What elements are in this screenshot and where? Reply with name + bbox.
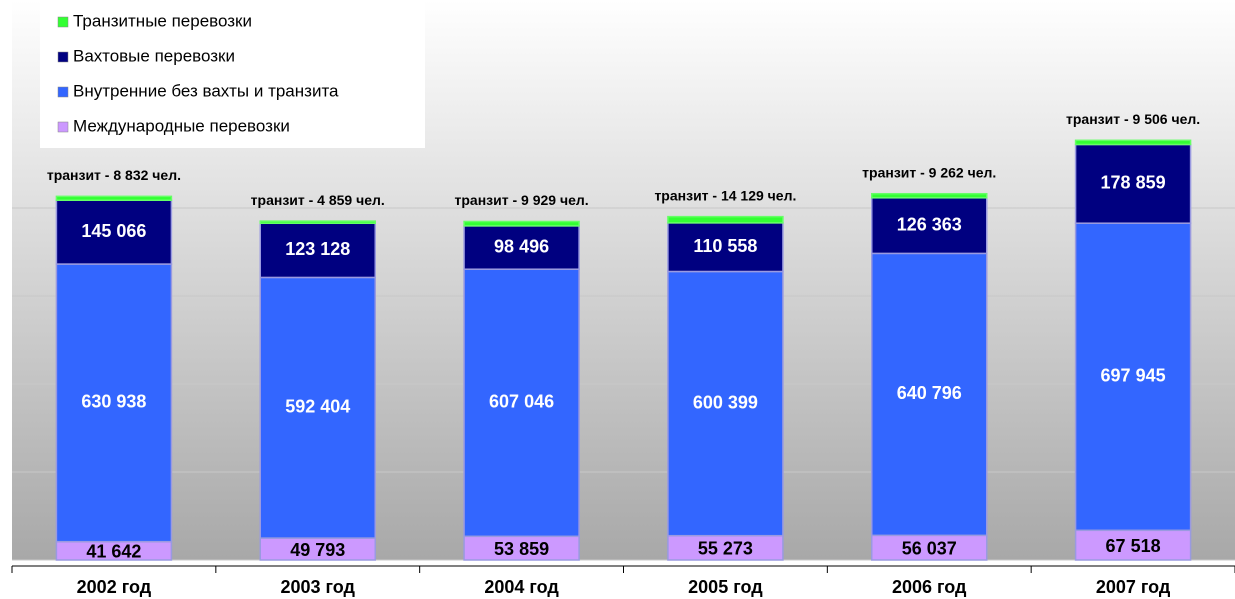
value-label: 49 793 <box>290 540 345 560</box>
bar-segment <box>667 270 784 537</box>
value-label: 600 399 <box>693 392 758 412</box>
value-label: транзит - 9 929 чел. <box>455 192 589 208</box>
value-label: 56 037 <box>902 538 957 558</box>
value-label: 98 496 <box>494 236 549 256</box>
bar-segment <box>463 220 580 227</box>
x-tick-label: 2003 год <box>281 577 356 597</box>
legend-label: Транзитные перевозки <box>73 11 252 30</box>
value-label: 110 558 <box>693 236 757 256</box>
bar-segment <box>55 199 173 265</box>
value-label: 592 404 <box>285 397 350 417</box>
value-label: 607 046 <box>489 392 554 412</box>
value-label: транзит - 9 506 чел. <box>1066 111 1200 127</box>
legend-label: Международные перевозки <box>73 116 290 135</box>
bar-segment <box>1074 139 1192 146</box>
value-label: транзит - 14 129 чел. <box>654 187 796 203</box>
bar-segment <box>463 268 580 538</box>
bar-segment <box>1074 529 1192 561</box>
bar-segment <box>871 192 988 199</box>
bar-segment <box>667 215 784 224</box>
value-label: 640 796 <box>897 383 962 403</box>
bar-segment <box>1074 143 1192 224</box>
value-label: 178 859 <box>1101 173 1166 193</box>
legend-swatch <box>57 16 69 28</box>
x-tick-label: 2005 год <box>688 577 763 597</box>
x-tick-label: 2007 год <box>1096 577 1171 597</box>
value-label: 123 128 <box>285 239 350 259</box>
x-tick-label: 2006 год <box>892 577 967 597</box>
bar-segment <box>55 263 173 543</box>
bar-segment <box>871 252 988 537</box>
value-label: транзит - 4 859 чел. <box>251 192 385 208</box>
bar-segment <box>55 195 173 201</box>
value-label: 697 945 <box>1101 365 1166 385</box>
legend-label: Внутренние без вахты и транзита <box>73 81 339 100</box>
value-label: 126 363 <box>897 214 962 234</box>
value-label: транзит - 8 832 чел. <box>47 167 181 183</box>
bar-segment <box>667 222 784 273</box>
legend-label: Вахтовые перевозки <box>73 46 235 65</box>
value-label: 53 859 <box>494 539 549 559</box>
x-tick-label: 2004 год <box>484 577 559 597</box>
legend-swatch <box>57 121 69 133</box>
bar-segment <box>463 225 580 270</box>
bar-segment <box>1074 222 1192 532</box>
value-label: транзит - 9 262 чел. <box>862 164 996 180</box>
value-label: 67 518 <box>1106 536 1161 556</box>
x-tick-label: 2002 год <box>77 577 152 597</box>
value-label: 145 066 <box>81 221 146 241</box>
legend-swatch <box>57 86 69 98</box>
bar-segment <box>667 534 784 561</box>
value-label: 630 938 <box>81 392 146 412</box>
bar-segment <box>871 534 988 561</box>
value-label: 55 273 <box>698 539 753 559</box>
bar-segment <box>871 197 988 255</box>
bar-segment <box>259 220 376 225</box>
value-label: 41 642 <box>86 542 141 562</box>
legend-swatch <box>57 51 69 63</box>
legend-background <box>40 0 425 148</box>
